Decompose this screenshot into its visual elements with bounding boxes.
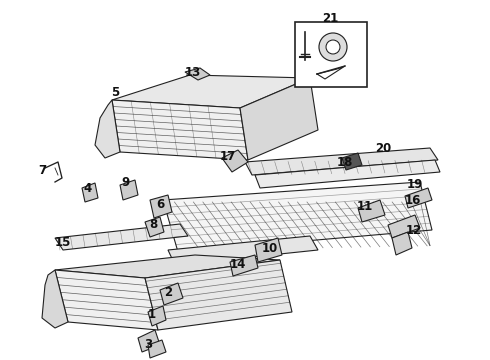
Polygon shape [55, 270, 158, 330]
Text: 18: 18 [337, 157, 353, 170]
Text: 10: 10 [262, 242, 278, 255]
Text: 12: 12 [406, 224, 422, 237]
Polygon shape [145, 260, 292, 330]
Polygon shape [112, 100, 248, 160]
Polygon shape [255, 238, 282, 262]
Text: 1: 1 [148, 309, 156, 321]
Polygon shape [138, 330, 160, 352]
Text: 15: 15 [55, 235, 71, 248]
Polygon shape [342, 153, 362, 170]
Polygon shape [255, 160, 440, 188]
Text: 2: 2 [164, 287, 172, 300]
Text: 5: 5 [111, 85, 119, 99]
Polygon shape [55, 224, 188, 250]
Bar [295, 22, 367, 87]
Text: 8: 8 [149, 219, 157, 231]
Polygon shape [168, 236, 318, 265]
Polygon shape [185, 68, 210, 80]
Circle shape [326, 40, 340, 54]
Text: 11: 11 [357, 201, 373, 213]
Polygon shape [148, 306, 166, 326]
Text: 7: 7 [38, 163, 46, 176]
Polygon shape [145, 217, 164, 237]
Text: 6: 6 [156, 198, 164, 211]
Polygon shape [163, 182, 432, 252]
Polygon shape [55, 255, 280, 278]
Circle shape [319, 33, 347, 61]
Polygon shape [230, 255, 258, 276]
Polygon shape [222, 150, 248, 172]
Polygon shape [120, 180, 138, 200]
Polygon shape [392, 232, 412, 255]
Polygon shape [160, 283, 183, 305]
Polygon shape [42, 270, 68, 328]
Polygon shape [112, 75, 310, 108]
Text: 13: 13 [185, 66, 201, 78]
Polygon shape [388, 215, 420, 238]
Polygon shape [95, 100, 120, 158]
Text: 16: 16 [405, 194, 421, 207]
Text: 17: 17 [220, 150, 236, 163]
Polygon shape [245, 148, 438, 175]
Text: 19: 19 [407, 179, 423, 192]
Polygon shape [82, 183, 98, 202]
Text: 3: 3 [144, 338, 152, 351]
Text: 20: 20 [375, 141, 391, 154]
Text: 4: 4 [84, 181, 92, 194]
Text: 21: 21 [322, 12, 338, 24]
Text: 9: 9 [121, 176, 129, 189]
Polygon shape [150, 195, 172, 218]
Polygon shape [148, 340, 166, 358]
Text: 14: 14 [230, 258, 246, 271]
Polygon shape [240, 78, 318, 160]
Polygon shape [405, 188, 432, 208]
Polygon shape [358, 200, 385, 222]
